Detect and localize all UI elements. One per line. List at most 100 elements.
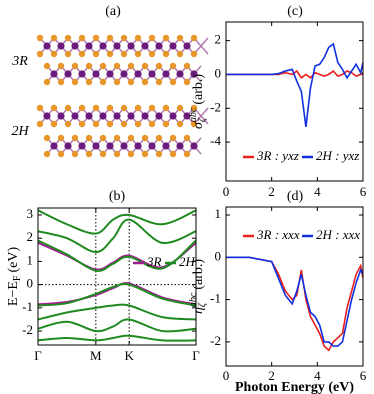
atom-s bbox=[155, 78, 163, 86]
bond bbox=[200, 115, 209, 125]
atom-m bbox=[43, 42, 51, 50]
atom-s bbox=[169, 150, 177, 158]
atom-s bbox=[43, 150, 51, 158]
x-tick-label: K bbox=[125, 348, 135, 363]
atom-m bbox=[85, 112, 93, 120]
atom-m bbox=[50, 142, 58, 150]
bond bbox=[200, 107, 209, 117]
atom-s bbox=[106, 50, 114, 58]
x-tick-label: 4 bbox=[314, 368, 321, 383]
atom-s bbox=[71, 134, 79, 142]
atom-m bbox=[43, 112, 51, 120]
y-label-unit: (arb.) bbox=[191, 74, 206, 105]
atom-s bbox=[176, 120, 184, 128]
atom-s bbox=[120, 50, 128, 58]
atom-m bbox=[169, 42, 177, 50]
atom-s bbox=[113, 78, 121, 86]
x-tick-label: 4 bbox=[314, 184, 321, 199]
atom-m bbox=[85, 42, 93, 50]
plot-area bbox=[226, 256, 363, 352]
atom-s bbox=[155, 150, 163, 158]
atom-s bbox=[99, 62, 107, 70]
axes-frame bbox=[37, 207, 197, 346]
atom-s bbox=[120, 120, 128, 128]
atom-s bbox=[183, 150, 191, 158]
y-label-sup: abc bbox=[188, 292, 199, 307]
atom-m bbox=[92, 142, 100, 150]
legend-label: 3R : yxz bbox=[256, 148, 299, 163]
atom-m bbox=[134, 142, 142, 150]
atom-m bbox=[50, 70, 58, 78]
y-axis-label: E−EF (eV) bbox=[6, 247, 23, 307]
x-tick-label: Γ bbox=[34, 348, 42, 363]
legend-label: 3R : xxx bbox=[256, 227, 300, 242]
atom-m bbox=[120, 70, 128, 78]
panel-label: (b) bbox=[109, 189, 126, 204]
band bbox=[38, 241, 196, 271]
atom-s bbox=[190, 50, 198, 58]
atom-s bbox=[134, 120, 142, 128]
atom-s bbox=[155, 134, 163, 142]
atom-s bbox=[169, 78, 177, 86]
y-tick-label: -2 bbox=[210, 333, 221, 348]
atom-s bbox=[57, 134, 65, 142]
atom-m bbox=[176, 142, 184, 150]
atom-s bbox=[141, 62, 149, 70]
atom-s bbox=[169, 134, 177, 142]
atom-s bbox=[43, 134, 51, 142]
atom-s bbox=[183, 62, 191, 70]
atom-s bbox=[71, 78, 79, 86]
y-axis-label: ηζabc (arb.) bbox=[188, 259, 208, 314]
band bbox=[38, 239, 196, 272]
atom-s bbox=[127, 150, 135, 158]
axes-frame bbox=[225, 21, 364, 182]
atom-m bbox=[99, 42, 107, 50]
atom-s bbox=[162, 50, 170, 58]
atom-m bbox=[106, 142, 114, 150]
y-tick-label: 0 bbox=[27, 276, 34, 291]
atom-s bbox=[64, 50, 72, 58]
atom-s bbox=[106, 34, 114, 42]
y-tick-label: 0 bbox=[215, 248, 222, 263]
atom-s bbox=[92, 104, 100, 112]
y-label-unit: (eV) bbox=[6, 247, 21, 273]
x-tick-label: 2 bbox=[268, 184, 275, 199]
atom-s bbox=[134, 34, 142, 42]
atom-m bbox=[183, 112, 191, 120]
atom-s bbox=[85, 78, 93, 86]
atom-m bbox=[190, 70, 198, 78]
atom-s bbox=[127, 78, 135, 86]
atom-s bbox=[190, 34, 198, 42]
atom-m bbox=[162, 142, 170, 150]
atom-s bbox=[148, 34, 156, 42]
atom-m bbox=[148, 142, 156, 150]
atom-s bbox=[57, 78, 65, 86]
atom-s bbox=[36, 50, 44, 58]
x-tick-label: 6 bbox=[360, 184, 367, 199]
y-axis-label: σζabc (arb.) bbox=[188, 74, 208, 129]
band bbox=[38, 303, 196, 321]
atom-s bbox=[71, 150, 79, 158]
atom-s bbox=[85, 134, 93, 142]
atom-s bbox=[113, 150, 121, 158]
atom-s bbox=[148, 104, 156, 112]
atom-s bbox=[162, 104, 170, 112]
atom-s bbox=[50, 104, 58, 112]
band bbox=[38, 282, 196, 307]
atom-s bbox=[113, 62, 121, 70]
band bbox=[38, 334, 196, 342]
panel-label: (a) bbox=[105, 4, 121, 19]
atom-s bbox=[190, 104, 198, 112]
y-tick-label: -1 bbox=[22, 299, 33, 314]
stacking-label: 3R bbox=[11, 54, 28, 69]
atom-s bbox=[99, 78, 107, 86]
atom-s bbox=[183, 78, 191, 86]
plot-area bbox=[38, 209, 196, 342]
atom-s bbox=[190, 120, 198, 128]
bond bbox=[200, 45, 209, 55]
atom-m bbox=[57, 112, 65, 120]
atom-s bbox=[92, 120, 100, 128]
atom-s bbox=[85, 62, 93, 70]
legend-label: 2H : yxz bbox=[316, 148, 359, 163]
y-tick-label: 3 bbox=[27, 206, 34, 221]
